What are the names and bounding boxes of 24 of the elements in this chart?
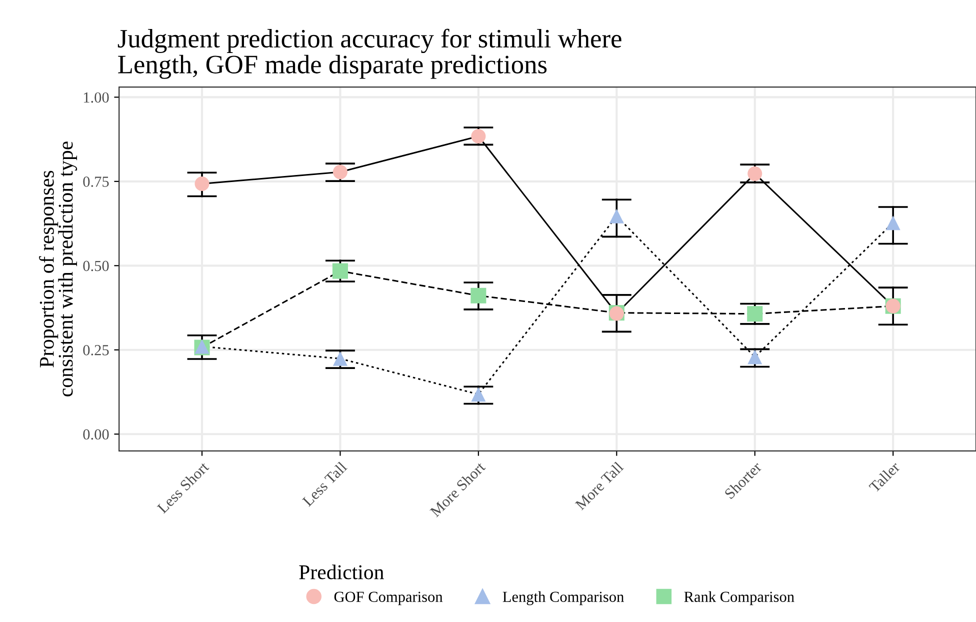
point [332,263,348,279]
point [470,288,486,304]
legend-label: GOF Comparison [334,592,443,606]
point [609,208,624,224]
y-tick-label: 0.00 [83,429,109,440]
legend-label: Rank Comparison [684,591,794,606]
y-tick-label: 0.50 [83,260,109,272]
y-tick-label: 0.75 [83,176,109,187]
y-tick-label: 1.00 [84,92,109,103]
legend-label: Length Comparison [502,591,624,606]
legend-title: Prediction [299,564,384,580]
x-tick-label: Less Tall [302,460,348,507]
point [748,350,762,364]
point [886,216,900,230]
point [748,166,762,181]
point [332,164,348,180]
y-tick-label: 0.25 [83,345,109,356]
point [332,351,348,366]
point [747,306,763,322]
chart-title: Judgment prediction accuracy for stimuli where Length, GOF made disparate predictions [118,28,622,79]
point [194,176,210,192]
point [471,387,486,402]
y-axis-title: Proportion of responses consistent with prediction type [39,142,78,396]
point [471,128,486,144]
